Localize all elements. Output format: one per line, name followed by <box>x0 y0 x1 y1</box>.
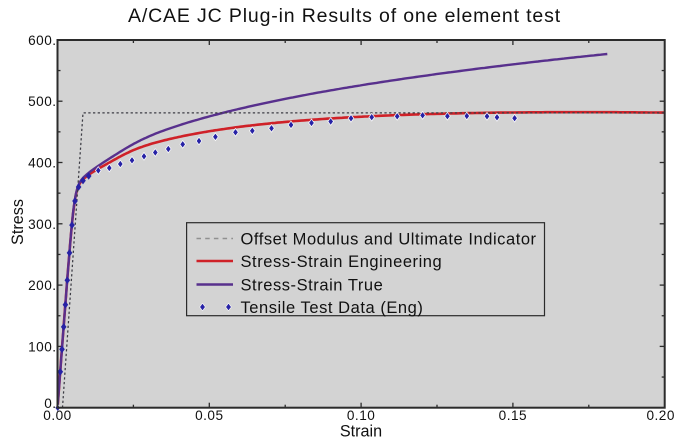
svg-text:0.00: 0.00 <box>43 408 71 423</box>
svg-text:0.05: 0.05 <box>195 408 223 423</box>
svg-text:Strain: Strain <box>340 423 382 441</box>
svg-text:Offset Modulus and Ultimate In: Offset Modulus and Ultimate Indicator <box>241 230 537 248</box>
svg-text:200.: 200. <box>28 278 56 293</box>
svg-text:400.: 400. <box>28 156 56 171</box>
svg-text:Stress-Strain Engineering: Stress-Strain Engineering <box>241 253 443 271</box>
svg-text:600.: 600. <box>28 33 56 48</box>
svg-text:0.20: 0.20 <box>646 408 674 423</box>
svg-text:0.15: 0.15 <box>499 408 527 423</box>
svg-text:300.: 300. <box>28 217 56 232</box>
svg-text:0.: 0. <box>44 396 56 411</box>
svg-text:Stress: Stress <box>9 199 27 245</box>
svg-text:Tensile Test Data (Eng): Tensile Test Data (Eng) <box>241 299 424 317</box>
svg-text:0.10: 0.10 <box>347 408 375 423</box>
svg-text:A/CAE JC Plug-in Results of on: A/CAE JC Plug-in Results of one element … <box>128 5 561 27</box>
svg-text:Stress-Strain True: Stress-Strain True <box>241 276 384 294</box>
svg-text:100.: 100. <box>28 339 56 354</box>
svg-text:500.: 500. <box>28 94 56 109</box>
